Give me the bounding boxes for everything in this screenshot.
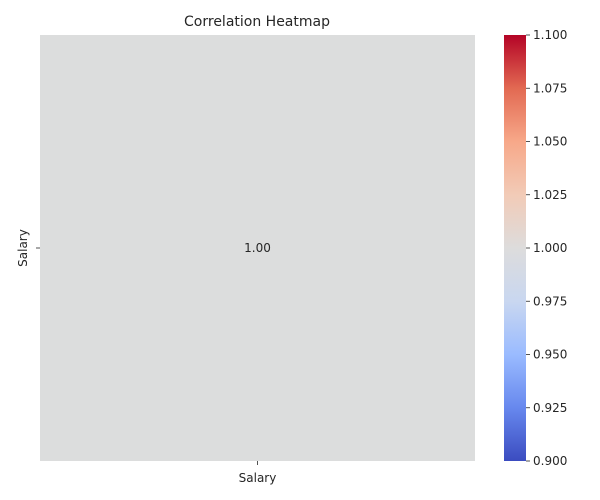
x-axis: Salary <box>239 461 277 485</box>
colorbar-tick-label: 0.925 <box>533 401 567 415</box>
colorbar-tick-label: 1.000 <box>533 241 567 255</box>
colorbar-tick-label: 1.025 <box>533 188 567 202</box>
colorbar-tick-label: 1.100 <box>533 28 567 42</box>
colorbar-ticks: 0.900 0.925 0.950 0.975 1.000 1.025 1.050 1.075… <box>526 28 567 468</box>
heatmap-cell <box>40 35 475 461</box>
colorbar-tick-label: 0.950 <box>533 348 567 362</box>
chart-title: Correlation Heatmap <box>184 14 330 30</box>
colorbar-tick-label: 0.900 <box>533 454 567 468</box>
colorbar <box>504 35 526 461</box>
x-tick-label: Salary <box>239 471 277 485</box>
colorbar-tick-label: 0.975 <box>533 294 567 308</box>
colorbar-tick-label: 1.050 <box>533 135 567 149</box>
colorbar-tick-label: 1.075 <box>533 81 567 95</box>
cell-annotation: 1.00 <box>244 241 271 255</box>
heatmap-cells: 1.00 <box>40 35 475 461</box>
y-axis: Salary <box>16 229 40 267</box>
y-tick-label: Salary <box>16 229 30 267</box>
